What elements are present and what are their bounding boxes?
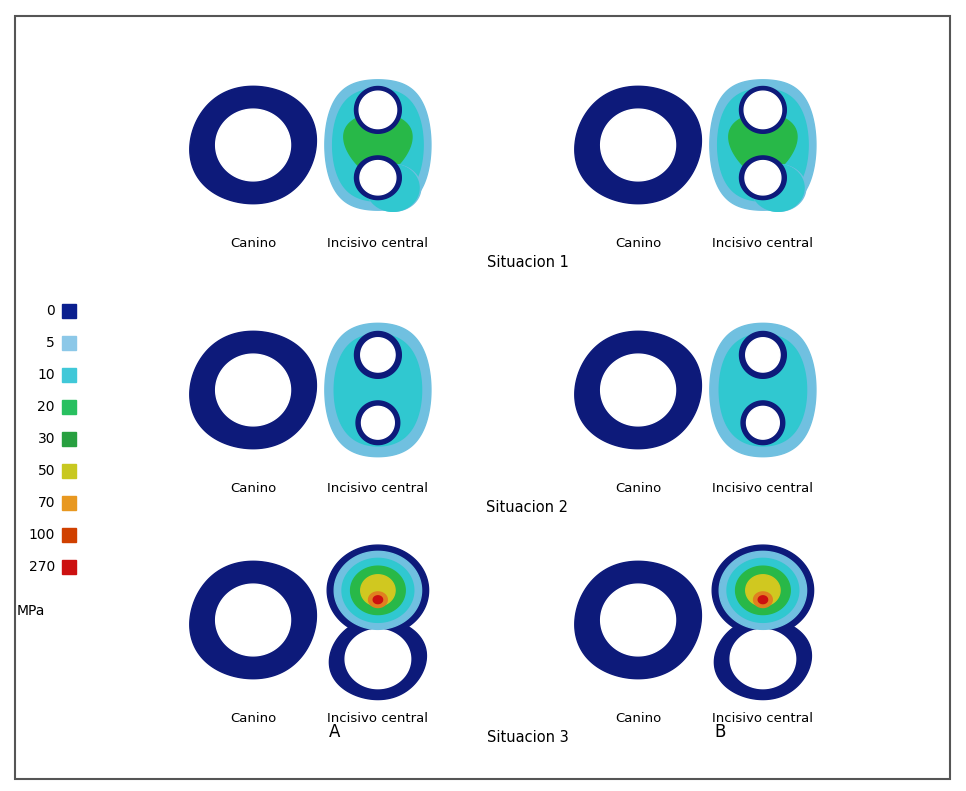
Bar	[62, 400, 76, 414]
Polygon shape	[355, 156, 401, 199]
Polygon shape	[575, 562, 701, 679]
Text: 270: 270	[29, 560, 55, 574]
Polygon shape	[334, 551, 421, 630]
Polygon shape	[720, 334, 807, 446]
Text: Canino: Canino	[230, 237, 276, 250]
Text: Incisivo central: Incisivo central	[327, 482, 428, 495]
Bar	[62, 432, 76, 446]
Text: MPa: MPa	[16, 604, 45, 618]
Text: 30: 30	[38, 432, 55, 446]
Polygon shape	[746, 575, 781, 606]
Polygon shape	[575, 86, 701, 204]
Polygon shape	[752, 165, 804, 211]
Polygon shape	[215, 354, 291, 426]
Text: 0: 0	[46, 304, 55, 318]
Text: 70: 70	[38, 496, 55, 510]
Polygon shape	[327, 545, 429, 636]
Text: 50: 50	[38, 464, 55, 478]
Text: Incisivo central: Incisivo central	[712, 712, 813, 725]
Polygon shape	[329, 619, 426, 699]
Polygon shape	[753, 592, 772, 607]
Bar	[62, 336, 76, 350]
Polygon shape	[344, 114, 412, 176]
Polygon shape	[334, 334, 421, 446]
Polygon shape	[360, 575, 395, 606]
Polygon shape	[745, 161, 781, 195]
Polygon shape	[747, 407, 780, 439]
Text: Canino: Canino	[230, 712, 276, 725]
Bar	[62, 528, 76, 542]
Polygon shape	[728, 114, 797, 176]
Polygon shape	[355, 86, 401, 134]
Polygon shape	[715, 619, 811, 699]
Polygon shape	[741, 401, 784, 445]
Polygon shape	[710, 80, 816, 210]
Bar	[62, 496, 76, 510]
Polygon shape	[710, 324, 816, 456]
Polygon shape	[601, 584, 675, 656]
Polygon shape	[744, 91, 781, 129]
Text: Situacion 1: Situacion 1	[487, 255, 568, 270]
Polygon shape	[720, 551, 807, 630]
Text: Incisivo central: Incisivo central	[327, 237, 428, 250]
Polygon shape	[740, 156, 786, 199]
Bar	[62, 368, 76, 382]
Text: Situacion 2: Situacion 2	[487, 500, 569, 515]
Polygon shape	[325, 80, 431, 210]
Polygon shape	[189, 331, 317, 448]
Polygon shape	[351, 566, 405, 615]
Text: Canino: Canino	[615, 482, 661, 495]
Text: Incisivo central: Incisivo central	[712, 482, 813, 495]
Polygon shape	[369, 592, 387, 607]
Polygon shape	[735, 566, 790, 615]
Polygon shape	[727, 558, 799, 623]
Polygon shape	[189, 562, 317, 679]
Polygon shape	[740, 331, 786, 378]
Polygon shape	[215, 109, 291, 181]
Text: A: A	[329, 723, 341, 741]
Text: Incisivo central: Incisivo central	[327, 712, 428, 725]
Polygon shape	[712, 545, 813, 636]
Text: 20: 20	[38, 400, 55, 414]
Polygon shape	[367, 165, 419, 211]
Polygon shape	[718, 89, 809, 201]
Polygon shape	[746, 338, 781, 372]
Text: Canino: Canino	[230, 482, 276, 495]
Text: B: B	[714, 723, 725, 741]
Text: Situacion 3: Situacion 3	[487, 730, 568, 745]
Text: 5: 5	[46, 336, 55, 350]
Polygon shape	[360, 338, 395, 372]
Polygon shape	[189, 86, 317, 204]
Polygon shape	[325, 324, 431, 456]
Polygon shape	[752, 165, 806, 211]
Text: Canino: Canino	[615, 712, 661, 725]
Polygon shape	[359, 91, 397, 129]
Polygon shape	[355, 331, 401, 378]
Polygon shape	[361, 407, 394, 439]
Polygon shape	[758, 596, 768, 604]
Text: Canino: Canino	[615, 237, 661, 250]
Polygon shape	[345, 630, 411, 689]
Polygon shape	[332, 89, 423, 201]
Text: Incisivo central: Incisivo central	[712, 237, 813, 250]
Polygon shape	[601, 354, 675, 426]
Bar	[62, 464, 76, 478]
Polygon shape	[366, 165, 421, 211]
Polygon shape	[730, 630, 796, 689]
Polygon shape	[356, 401, 400, 445]
Polygon shape	[215, 584, 291, 656]
Polygon shape	[575, 331, 701, 448]
Bar	[62, 560, 76, 574]
Polygon shape	[342, 558, 413, 623]
Polygon shape	[373, 596, 383, 604]
Text: 100: 100	[29, 528, 55, 542]
Polygon shape	[360, 161, 396, 195]
Polygon shape	[601, 109, 675, 181]
Polygon shape	[740, 86, 786, 134]
Bar	[62, 304, 76, 318]
Text: 10: 10	[38, 368, 55, 382]
